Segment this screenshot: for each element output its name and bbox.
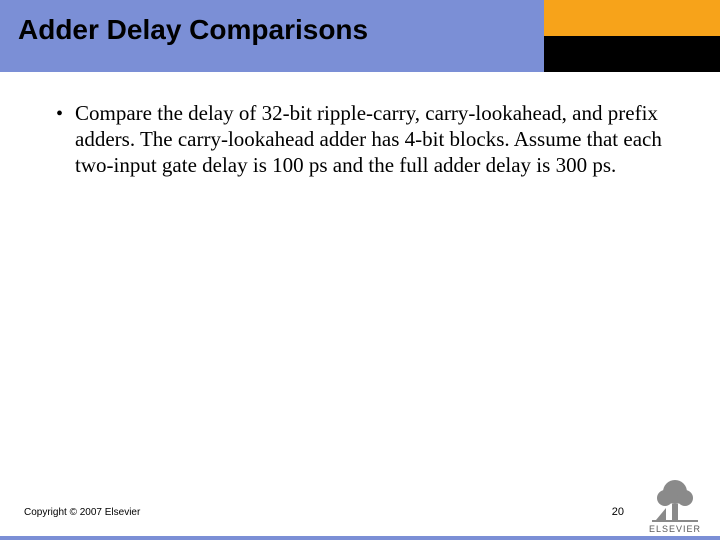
header-bar: Adder Delay Comparisons	[0, 0, 720, 72]
logo-label: ELSEVIER	[649, 524, 701, 534]
body-area: • Compare the delay of 32-bit ripple-car…	[56, 100, 666, 178]
slide-title: Adder Delay Comparisons	[18, 14, 368, 46]
bottom-accent-bar	[0, 536, 720, 540]
header-black-block	[544, 36, 720, 72]
bullet-item: • Compare the delay of 32-bit ripple-car…	[56, 100, 666, 178]
tree-icon	[652, 478, 698, 522]
slide: Adder Delay Comparisons • Compare the de…	[0, 0, 720, 540]
bullet-marker: •	[56, 100, 63, 128]
bullet-text: Compare the delay of 32-bit ripple-carry…	[75, 100, 666, 178]
page-number: 20	[612, 506, 624, 518]
copyright-text: Copyright © 2007 Elsevier	[24, 507, 140, 518]
publisher-logo: ELSEVIER	[640, 470, 710, 534]
header-orange-block	[544, 0, 720, 36]
